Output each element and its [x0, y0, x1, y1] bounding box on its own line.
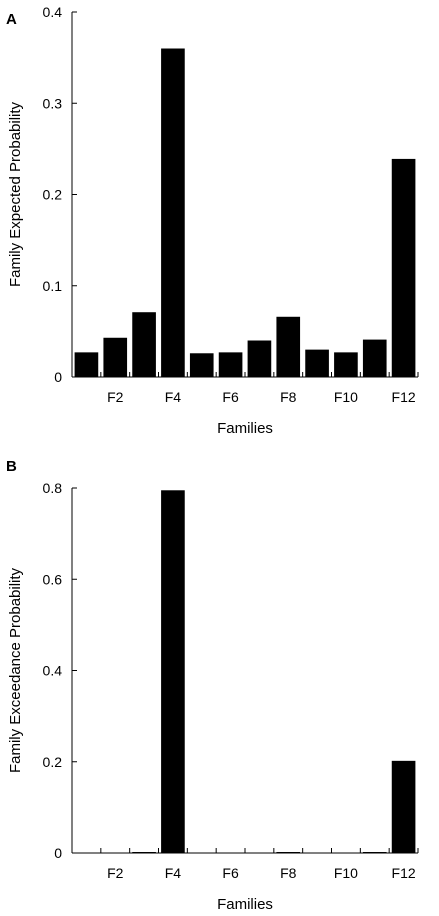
x-tick-label: F2: [107, 389, 124, 405]
y-tick-label: 0.6: [43, 571, 63, 587]
bar-f11: [362, 339, 387, 377]
panel-a: A 0 0.1 0.2 0.3 0.4 F2 F4 F6 F8 F10 F12 Families Fami…: [6, 4, 419, 437]
panel-letter: B: [6, 458, 17, 475]
bar-f6: [218, 352, 243, 377]
bar-f9: [305, 349, 329, 377]
x-tick-label: F8: [280, 389, 297, 405]
y-tick-label: 0.3: [43, 95, 63, 111]
bar-f7: [247, 340, 272, 377]
x-tick-label: F12: [392, 389, 416, 405]
y-tick-label: 0.2: [43, 187, 63, 203]
x-tick-label: F12: [392, 865, 416, 881]
bar-f1: [74, 352, 99, 377]
panel-b: B 0 0.2 0.4 0.6 0.8 F2 F4 F6 F8 F10 F12 Families Fami…: [6, 458, 419, 913]
bar-f3: [132, 312, 156, 377]
x-tick-label: F6: [222, 865, 239, 881]
x-axis-title: Families: [217, 420, 273, 437]
y-axis-title: Family Expected Probability: [7, 101, 24, 287]
x-tick-label: F8: [280, 865, 297, 881]
y-tick-label: 0.4: [43, 4, 63, 20]
x-tick-label: F10: [334, 865, 358, 881]
bar-f8: [276, 852, 301, 853]
bar-f11: [362, 852, 387, 853]
bar-f12: [391, 760, 416, 853]
y-tick-label: 0.1: [43, 278, 63, 294]
y-tick-label: 0: [54, 845, 62, 861]
y-tick-label: 0.8: [43, 480, 63, 496]
x-axis-title: Families: [217, 896, 273, 913]
panel-letter: A: [6, 11, 17, 28]
y-tick-label: 0: [54, 369, 62, 385]
x-tick-label: F10: [334, 389, 358, 405]
bar-f5: [189, 353, 214, 377]
bar-f4: [161, 490, 185, 853]
bar-f4: [161, 48, 185, 377]
bar-f10: [334, 352, 358, 377]
bar-f12: [391, 158, 416, 377]
y-tick-label: 0.4: [43, 663, 63, 679]
x-tick-label: F2: [107, 865, 124, 881]
bar-f2: [103, 337, 128, 377]
y-tick-label: 0.2: [43, 754, 63, 770]
bar-f3: [132, 852, 156, 853]
x-tick-label: F6: [222, 389, 239, 405]
y-axis-title: Family Exceedance Probability: [7, 567, 24, 773]
x-tick-label: F4: [165, 865, 182, 881]
x-tick-label: F4: [165, 389, 182, 405]
bar-f8: [276, 316, 301, 377]
